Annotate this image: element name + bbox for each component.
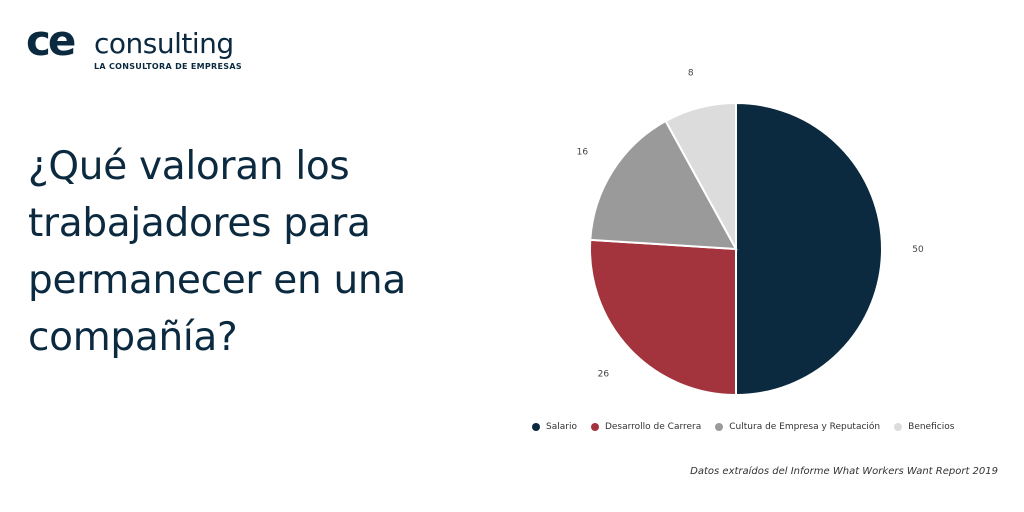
logo-tagline: LA CONSULTORA DE EMPRESAS (94, 62, 242, 71)
legend-label: Salario (546, 422, 577, 432)
brand-logo: ce consulting LA CONSULTORA DE EMPRESAS (26, 20, 266, 76)
data-label-cultura: 16 (577, 147, 589, 157)
legend-item-desarrollo: Desarrollo de Carrera (590, 422, 702, 432)
logo-wordmark: consulting (94, 27, 234, 60)
chart-legend: Salario Desarrollo de Carrera Cultura de… (532, 420, 968, 434)
logo-mark: ce (26, 16, 76, 65)
pie-slice-cultura (589, 119, 738, 251)
legend-item-beneficios: Beneficios (894, 422, 954, 432)
legend-label: Cultura de Empresa y Reputación (729, 422, 881, 432)
pie-slice-beneficios (664, 101, 737, 250)
legend-label: Beneficios (908, 422, 955, 432)
legend-swatch (894, 423, 903, 431)
pie-slice-desarrollo (589, 238, 737, 397)
legend-swatch (590, 423, 599, 431)
legend-label: Desarrollo de Carrera (604, 422, 702, 432)
pie-chart: 50 26 16 8 (577, 69, 924, 397)
legend-swatch (715, 423, 724, 431)
pie-slice-salario (735, 101, 883, 397)
headline: ¿Qué valoran los trabajadores para perma… (28, 138, 498, 366)
data-label-beneficios: 8 (688, 69, 694, 79)
headline-line: permanecer en una (28, 258, 406, 303)
legend-item-cultura: Cultura de Empresa y Reputación (715, 422, 880, 432)
source-note: Datos extraídos del Informe What Workers… (690, 466, 998, 477)
headline-line: ¿Qué valoran los (28, 144, 350, 189)
data-label-desarrollo: 26 (598, 370, 610, 380)
legend-item-salario: Salario (532, 422, 577, 432)
data-label-salario: 50 (912, 245, 924, 255)
headline-line: compañía? (28, 315, 238, 360)
headline-line: trabajadores para (28, 201, 371, 246)
legend-swatch (532, 423, 540, 431)
